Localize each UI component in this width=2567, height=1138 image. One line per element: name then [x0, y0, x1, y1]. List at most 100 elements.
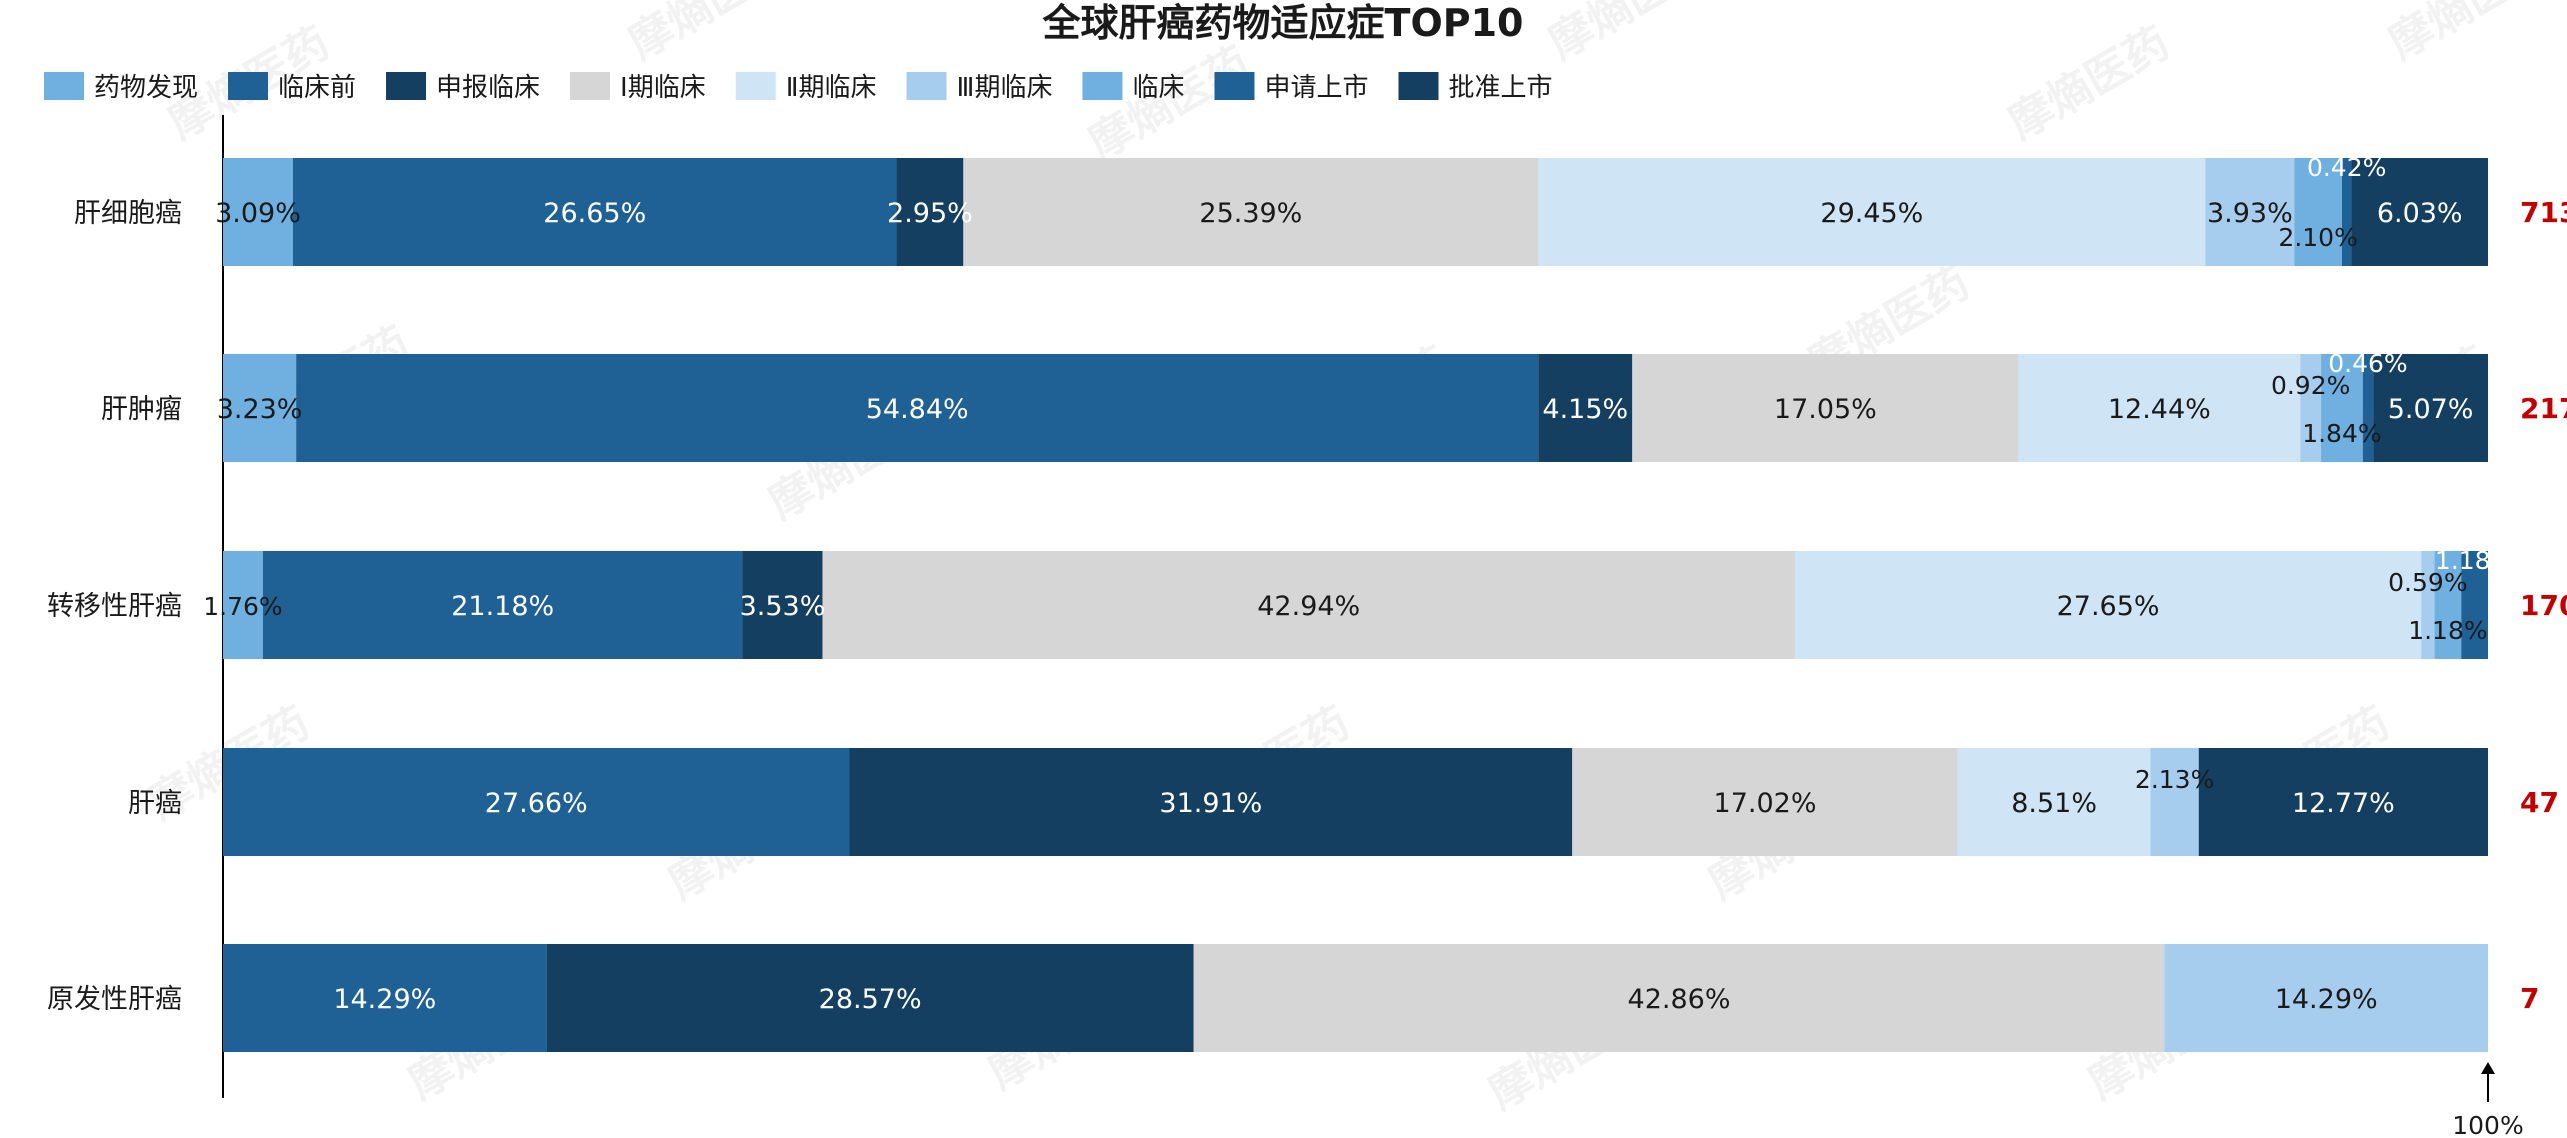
bar-segment: [223, 944, 547, 1052]
bar-segment: [2421, 551, 2435, 659]
bar-segment: [2351, 158, 2488, 266]
watermark-logo: 摩熵医药: [2380, 0, 2558, 70]
data-label: 54.84%: [866, 394, 969, 425]
data-label: 1.84%: [2302, 419, 2381, 448]
bar-segment: [223, 354, 297, 462]
legend-swatch: [906, 72, 947, 100]
data-label: 27.65%: [2057, 591, 2160, 622]
bar-segment: [849, 748, 1573, 856]
bars-layer: [223, 158, 2488, 1052]
legend-label: 临床: [1132, 73, 1184, 103]
arrow-head: [2481, 1062, 2495, 1074]
data-label: 14.29%: [333, 984, 436, 1015]
data-label: 3.93%: [2207, 198, 2293, 229]
data-label: 2.95%: [887, 198, 973, 229]
bar-segment: [2373, 354, 2488, 462]
bar-segment: [2018, 354, 2301, 462]
bar-segment: [223, 158, 293, 266]
legend-swatch: [1398, 72, 1439, 100]
bar-segment: [822, 551, 1795, 659]
data-label: 42.94%: [1257, 591, 1360, 622]
legend-label: 申报临床: [436, 73, 540, 103]
data-label: 14.29%: [2275, 984, 2378, 1015]
legend-swatch: [386, 72, 427, 100]
bar-segment: [1538, 354, 1633, 462]
bar-segment: [2198, 748, 2488, 856]
data-label: 28.57%: [819, 984, 922, 1015]
bar-segment: [2164, 944, 2488, 1052]
data-label: 1.18%: [2408, 616, 2487, 645]
chart-title: 全球肝癌药物适应症TOP10: [1042, 1, 1524, 45]
data-label: 6.03%: [2377, 198, 2463, 229]
data-label: 0.42%: [2307, 153, 2386, 182]
row-total: 217: [2520, 392, 2567, 425]
data-label: 12.44%: [2108, 394, 2211, 425]
legend-swatch: [1082, 72, 1123, 100]
data-label: 0.59%: [2388, 568, 2467, 597]
bar-segment: [896, 158, 964, 266]
data-label: 8.51%: [2011, 788, 2097, 819]
data-label: 21.18%: [451, 591, 554, 622]
bar-segment: [1957, 748, 2151, 856]
row-total: 47: [2520, 786, 2559, 819]
bar-segment: [292, 158, 897, 266]
annotation-100-label: 100%: [2452, 1111, 2523, 1138]
legend-swatch: [1214, 72, 1255, 100]
bar-segment: [1572, 748, 1958, 856]
data-label: 17.05%: [1774, 394, 1877, 425]
bar-segment: [1193, 944, 2165, 1052]
legend-label: Ⅲ期临床: [957, 73, 1053, 103]
data-label: 0.92%: [2271, 371, 2350, 400]
bar-segment: [1538, 158, 2206, 266]
watermark-logo: 摩熵医药: [1080, 37, 1258, 169]
row-total: 7: [2520, 982, 2539, 1015]
data-label: 3.23%: [217, 394, 303, 425]
bar-segment: [1794, 551, 2422, 659]
bar-segment: [2205, 158, 2295, 266]
data-label: 31.91%: [1159, 788, 1262, 819]
bar-segment: [2362, 354, 2374, 462]
legend-label: Ⅱ期临床: [786, 73, 877, 103]
watermark-logo: 摩熵医药: [620, 0, 798, 70]
legend-label: 批准上市: [1449, 73, 1553, 103]
data-label: 3.09%: [215, 198, 301, 229]
bar-segment: [296, 354, 1539, 462]
bar-segment: [2150, 748, 2199, 856]
data-label: 5.07%: [2388, 394, 2474, 425]
legend: 药物发现 临床前 申报临床 Ⅰ期临床 Ⅱ期临床 Ⅲ期临床 临床 申请上市 批准上市: [44, 72, 1553, 103]
category-label: 肝细胞癌: [74, 198, 182, 229]
data-label: 29.45%: [1820, 198, 1923, 229]
legend-label: 临床前: [278, 73, 356, 103]
data-label: 1.76%: [203, 592, 282, 621]
legend-swatch: [570, 72, 611, 100]
data-label: 2.13%: [2135, 765, 2214, 794]
category-label: 肝肿瘤: [101, 394, 182, 425]
legend-swatch: [735, 72, 776, 100]
data-label: 26.65%: [543, 198, 646, 229]
data-label: 0.46%: [2328, 349, 2407, 378]
bar-segment: [223, 748, 850, 856]
bar-segment: [2294, 158, 2342, 266]
data-labels-layer: 3.09% 26.65% 2.95% 25.39% 29.45% 3.93%2.10% 0.…: [203, 153, 2514, 1015]
bar-segment: [963, 158, 1539, 266]
bar-segment: [2321, 354, 2363, 462]
legend-label: 药物发现: [94, 73, 198, 103]
legend-label: Ⅰ期临床: [620, 73, 706, 103]
data-label: 1.18%: [2435, 546, 2514, 575]
watermark-logo: 摩熵医药: [1540, 0, 1718, 70]
data-label: 27.66%: [485, 788, 588, 819]
bar-segment: [223, 551, 263, 659]
bar-segment: [2300, 354, 2322, 462]
bar-segment: [2434, 551, 2462, 659]
data-label: 25.39%: [1199, 198, 1302, 229]
bar-segment: [2341, 158, 2352, 266]
category-label: 肝癌: [128, 788, 182, 819]
bar-segment: [546, 944, 1194, 1052]
bar-segment: [262, 551, 743, 659]
legend-swatch: [44, 72, 84, 100]
bar-segment: [742, 551, 823, 659]
bar-segment: [2461, 551, 2488, 659]
data-label: 3.53%: [740, 591, 826, 622]
